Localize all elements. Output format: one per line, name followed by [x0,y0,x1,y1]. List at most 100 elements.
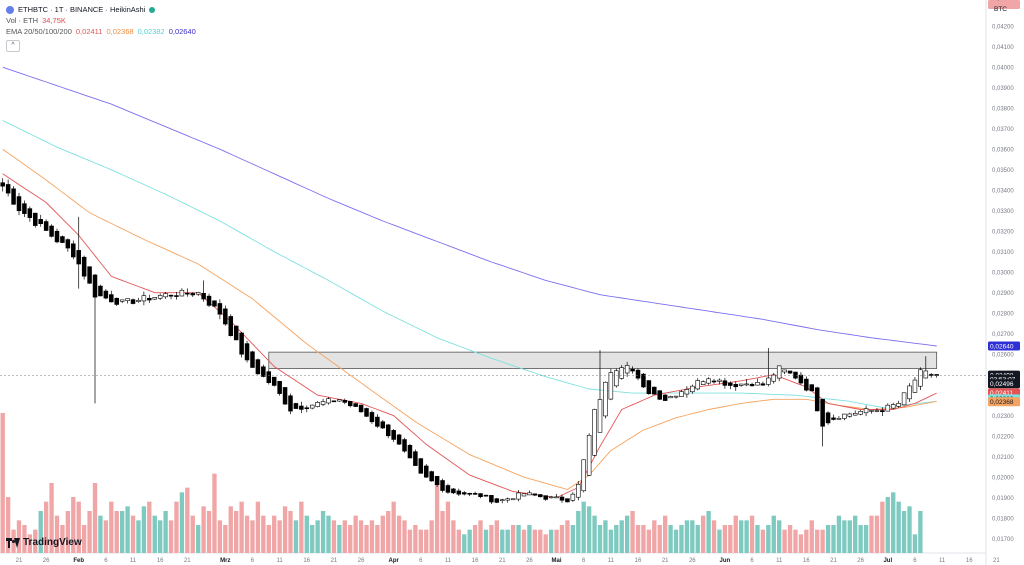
candle [684,386,690,398]
candle-body [293,403,299,409]
candle [309,404,315,410]
volume-bar [114,511,119,553]
candle [869,410,874,414]
volume-bar [255,501,261,553]
candle [695,378,700,391]
candle [912,377,918,393]
candle [353,403,358,407]
candle [565,498,570,503]
volume-bar [434,483,440,553]
candle-body [228,316,234,336]
volume-bar [684,520,690,553]
y-tick-label: 0,03700 [992,127,1014,133]
candle [114,297,119,306]
volume-bar [657,525,662,553]
candle [43,219,49,232]
candle [331,400,337,403]
candle [934,374,939,378]
volume-bar [760,529,766,553]
x-tick-label: 11 [776,558,783,564]
price-axis: 0,04200 0,04100 0,04000 0,03900 0,03800 0,037… [988,0,1020,543]
candle [641,373,646,389]
candle [98,284,103,297]
candle [136,297,141,303]
candle-body [722,380,728,386]
candle [0,178,5,192]
volume-bar [293,520,299,553]
candle [326,397,331,405]
volume-bar [586,506,592,553]
volume-bar [440,511,445,553]
candle-body [71,243,76,258]
ema100-line [2,120,937,408]
candle [282,387,288,405]
volume-bar [679,525,684,553]
volume-bar [755,525,760,553]
candle-body [342,400,348,403]
volume-bar [16,520,22,553]
x-tick-label: 6 [913,558,917,564]
candle-body [136,299,141,302]
candle [592,408,597,457]
candle [71,240,76,260]
volume-bar [98,515,103,553]
candle-body [391,430,396,440]
candle-body [652,386,657,395]
price-label-tag [988,397,1020,407]
y-tick-label: 0,03900 [992,86,1014,92]
volume-bar [603,520,608,553]
candle-body [168,294,174,297]
volume-bar [527,525,532,553]
symbol-row[interactable]: ETHBTC · 1T · BINANCE · HeikinAshi [6,4,196,15]
y-tick-label: 0,03600 [992,148,1014,154]
candle-body [429,471,434,482]
candle [597,350,603,433]
candle [239,331,244,358]
candle-body [771,374,777,382]
volume-bar [733,515,738,553]
candle-body [239,332,244,355]
candle [559,494,565,503]
candle [538,494,543,498]
volume-bar [766,525,771,553]
candle-body [890,404,896,409]
candle-body [668,396,673,399]
candle-body [711,380,717,383]
tradingview-logo[interactable]: TradingView [6,537,82,548]
candle [603,381,608,419]
candle-body [679,391,684,397]
candle-body [451,488,456,494]
x-tick-label: 21 [16,558,23,564]
volume-bar [630,511,635,553]
candle [842,413,847,421]
candle-body [847,413,853,417]
candle [277,380,282,396]
volume-bar [815,529,820,553]
collapse-legend-button[interactable]: ^ [6,40,20,52]
candle-body [157,295,163,299]
volume-bar [320,511,326,553]
volume-bar [570,525,576,553]
volume-bar [771,515,776,553]
candle [852,410,858,416]
x-tick-label: 26 [43,558,50,564]
candle [673,395,679,399]
ema-legend-row[interactable]: EMA 20/50/100/200 0,02411 0,02368 0,0238… [6,26,196,37]
volume-bar [92,483,98,553]
candle-body [440,480,445,491]
x-tick-label: 16 [635,558,642,564]
candle [342,398,348,405]
chart-grid [0,0,987,565]
volume-bar [918,511,923,553]
candle [521,493,527,497]
volume-bar [706,511,711,553]
candle-body [130,299,136,304]
volume-bar [163,511,168,553]
volume-legend-row[interactable]: Vol · ETH 34,75K [6,15,196,26]
candle-body [880,410,885,413]
candle [152,297,157,300]
candle [478,493,483,499]
candle [787,370,793,374]
x-tick-label: 16 [157,558,164,564]
